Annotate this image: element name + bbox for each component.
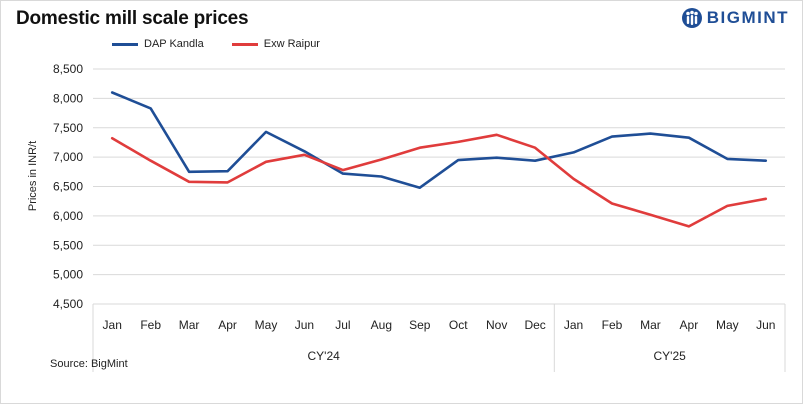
y-axis-label: Prices in INR/t — [27, 141, 39, 211]
x-tick-label: Dec — [524, 318, 545, 332]
chart-legend: DAP Kandla Exw Raipur — [112, 38, 348, 50]
y-tick-label: 6,500 — [53, 180, 83, 194]
legend-item-dap: DAP Kandla — [112, 38, 204, 50]
y-tick-label: 4,500 — [53, 297, 83, 311]
x-tick-label: Mar — [640, 318, 661, 332]
logo-text: BIGMINT — [706, 8, 789, 27]
series-line-dap-kandla — [110, 91, 768, 189]
x-group-label: CY'24 — [308, 349, 341, 363]
legend-swatch-exw — [231, 42, 258, 46]
x-tick-label: Nov — [486, 318, 507, 332]
y-tick-label: 8,500 — [53, 62, 83, 76]
x-tick-label: Jun — [756, 318, 775, 332]
x-tick-label: Jul — [335, 318, 350, 332]
x-tick-label: Sep — [409, 318, 431, 332]
source-note: Source: BigMint — [50, 358, 128, 370]
legend-item-exw: Exw Raipur — [231, 38, 320, 50]
grid-lines — [93, 68, 785, 305]
chart-title: Domestic mill scale prices — [16, 8, 249, 29]
y-tick-label: 8,000 — [53, 91, 83, 105]
x-tick-label: Aug — [371, 318, 392, 332]
x-tick-label: Jan — [103, 318, 122, 332]
x-axis: Jan Feb Mar Apr May Jun Jul Aug Sep Oct Nov Dec Jan F… — [92, 304, 786, 372]
y-tick-label: 7,000 — [53, 150, 83, 164]
legend-swatch-dap — [112, 42, 138, 46]
y-tick-label: 6,000 — [53, 209, 83, 223]
x-group-label: CY'25 — [654, 349, 687, 363]
x-tick-label: Feb — [140, 318, 161, 332]
x-tick-label: Apr — [680, 318, 699, 332]
series-line-exw-raipur — [110, 133, 768, 228]
series-lines — [110, 91, 768, 228]
x-tick-label: Oct — [449, 318, 468, 332]
x-tick-label: May — [716, 318, 739, 332]
legend-label-exw: Exw Raipur — [263, 38, 320, 50]
x-tick-label: Feb — [602, 318, 623, 332]
x-tick-label: Jun — [295, 318, 314, 332]
legend-label-dap: DAP Kandla — [144, 38, 204, 50]
y-tick-label: 5,500 — [53, 238, 83, 252]
y-tick-label: 5,000 — [53, 268, 83, 282]
brand-logo: BIGMINT — [681, 7, 789, 29]
x-tick-label: Mar — [179, 318, 200, 332]
x-tick-label: Jan — [564, 318, 583, 332]
y-axis-ticks: 4,500 5,000 5,500 6,000 6,500 7,000 7,500 8,000… — [53, 62, 83, 311]
x-tick-label: Apr — [218, 318, 237, 332]
y-tick-label: 7,500 — [53, 121, 83, 135]
bigmint-logo-icon — [681, 8, 702, 28]
x-tick-label: May — [255, 318, 278, 332]
